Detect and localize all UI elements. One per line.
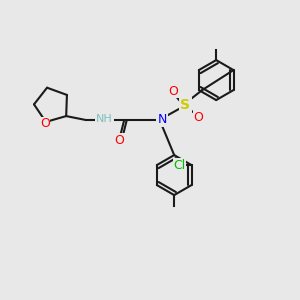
Text: O: O	[193, 111, 203, 124]
Text: NH: NH	[96, 114, 112, 124]
Text: O: O	[114, 134, 124, 147]
Text: N: N	[158, 112, 167, 126]
Text: O: O	[168, 85, 178, 98]
Text: O: O	[40, 117, 50, 130]
Text: Cl: Cl	[173, 159, 186, 172]
Text: S: S	[180, 98, 190, 112]
